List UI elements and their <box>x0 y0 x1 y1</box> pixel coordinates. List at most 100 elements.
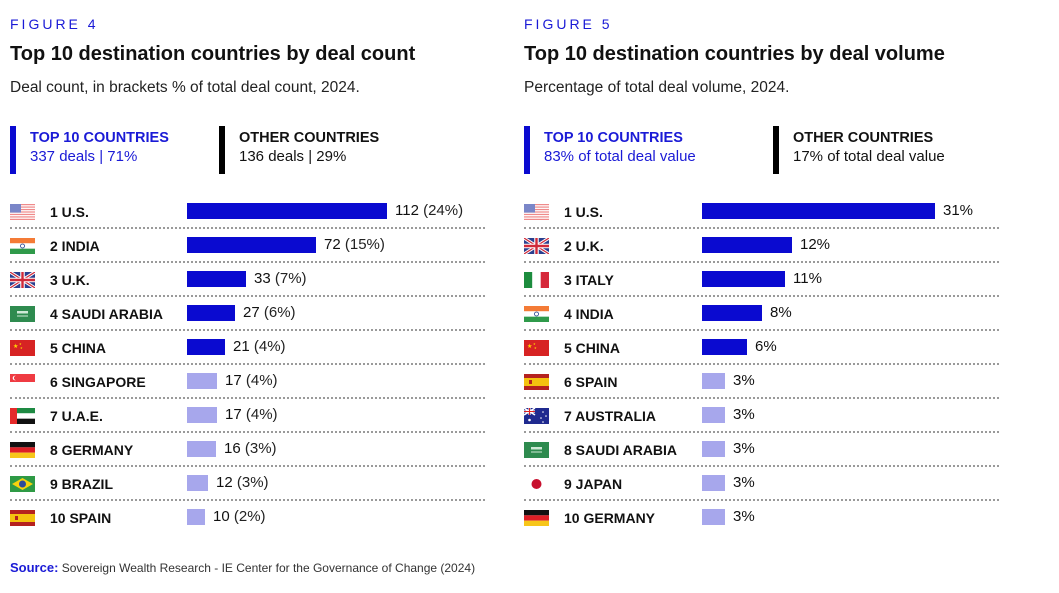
chart-title: Top 10 destination countries by deal cou… <box>10 43 415 66</box>
spain-flag-icon <box>524 374 549 390</box>
percent-label: (3%) <box>237 474 269 491</box>
category-label: 7 U.A.E. <box>50 408 103 424</box>
summary-other: OTHER COUNTRIES 17% of total deal value <box>773 126 945 174</box>
brazil-flag-icon <box>10 476 35 492</box>
svg-text:★: ★ <box>534 346 537 350</box>
bar-row: 2 INDIA 72 (15%) <box>10 229 485 263</box>
bar <box>702 509 725 525</box>
chart-title: Top 10 destination countries by deal vol… <box>524 43 945 66</box>
category-label: 4 SAUDI ARABIA <box>50 306 163 322</box>
category-label: 9 JAPAN <box>564 476 622 492</box>
bar-row: ★ ★ ★ 5 CHINA 21 (4%) <box>10 331 485 365</box>
category-label: 8 SAUDI ARABIA <box>564 442 677 458</box>
bar <box>187 407 217 423</box>
data-label: 3% <box>733 508 755 525</box>
source-text: Sovereign Wealth Research - IE Center fo… <box>58 561 475 575</box>
bar-row: 7 AUSTRALIA 3% <box>524 399 999 433</box>
category-label: 8 GERMANY <box>50 442 133 458</box>
bar <box>187 441 216 457</box>
data-label: 3% <box>733 474 755 491</box>
category-label: 6 SINGAPORE <box>50 374 146 390</box>
data-label: 27 (6%) <box>243 304 296 321</box>
bar-row: 6 SPAIN 3% <box>524 365 999 399</box>
summary-top-10: TOP 10 COUNTRIES 83% of total deal value <box>524 126 696 174</box>
category-label: 3 U.K. <box>50 272 90 288</box>
bar-row: 8 GERMANY 16 (3%) <box>10 433 485 467</box>
svg-text:★: ★ <box>527 343 532 350</box>
summary-value: 17% of total deal value <box>793 148 945 165</box>
category-label: 7 AUSTRALIA <box>564 408 656 424</box>
bar-row: 8 SAUDI ARABIA 3% <box>524 433 999 467</box>
category-label: 1 U.S. <box>50 204 89 220</box>
value-label: 27 <box>243 304 260 321</box>
uae-flag-icon <box>10 408 35 424</box>
category-label: 5 CHINA <box>564 340 620 356</box>
data-label: 3% <box>733 372 755 389</box>
data-label: 72 (15%) <box>324 236 385 253</box>
value-label: 17 <box>225 372 242 389</box>
summary-heading: TOP 10 COUNTRIES <box>30 130 169 146</box>
saudi-arabia-flag-icon <box>10 306 35 322</box>
us-flag-icon <box>10 204 35 220</box>
value-label: 112 <box>395 202 419 219</box>
percent-label: (7%) <box>275 270 307 287</box>
category-label: 3 ITALY <box>564 272 614 288</box>
value-label: 3% <box>733 440 755 457</box>
bar <box>187 237 316 253</box>
data-label: 17 (4%) <box>225 372 278 389</box>
data-label: 21 (4%) <box>233 338 286 355</box>
category-label: 4 INDIA <box>564 306 614 322</box>
svg-text:★: ★ <box>13 343 18 350</box>
chart-subtitle: Percentage of total deal volume, 2024. <box>524 79 789 97</box>
bar-row: 6 SINGAPORE 17 (4%) <box>10 365 485 399</box>
bar <box>187 475 208 491</box>
category-label: 2 U.K. <box>564 238 604 254</box>
summary-top-10: TOP 10 COUNTRIES 337 deals | 71% <box>10 126 169 174</box>
bar-row: 9 BRAZIL 12 (3%) <box>10 467 485 501</box>
bar-row: 4 SAUDI ARABIA 27 (6%) <box>10 297 485 331</box>
uk-flag-icon <box>524 238 549 254</box>
bar <box>702 373 725 389</box>
summary-heading: OTHER COUNTRIES <box>239 130 379 146</box>
germany-flag-icon <box>524 510 549 526</box>
figure-label: FIGURE 5 <box>524 16 613 32</box>
category-label: 10 GERMANY <box>564 510 655 526</box>
bar-row: 4 INDIA 8% <box>524 297 999 331</box>
value-label: 10 <box>213 508 230 525</box>
value-label: 3% <box>733 474 755 491</box>
value-label: 16 <box>224 440 241 457</box>
bar <box>702 237 792 253</box>
value-label: 6% <box>755 338 777 355</box>
bar-row: 3 U.K. 33 (7%) <box>10 263 485 297</box>
bar-row: 9 JAPAN 3% <box>524 467 999 501</box>
data-label: 8% <box>770 304 792 321</box>
bar-rows: 1 U.S. 112 (24%) 2 INDIA 72 (15%) 3 U.K. 33 (… <box>10 195 485 535</box>
percent-label: (15%) <box>345 236 385 253</box>
category-label: 6 SPAIN <box>564 374 617 390</box>
australia-flag-icon <box>524 408 549 424</box>
value-label: 21 <box>233 338 250 355</box>
japan-flag-icon <box>524 476 549 492</box>
percent-label: (2%) <box>234 508 266 525</box>
summary-heading: TOP 10 COUNTRIES <box>544 130 696 146</box>
data-label: 33 (7%) <box>254 270 307 287</box>
value-label: 3% <box>733 406 755 423</box>
category-label: 1 U.S. <box>564 204 603 220</box>
bar-row: 10 GERMANY 3% <box>524 501 999 535</box>
percent-label: (24%) <box>423 202 463 219</box>
category-label: 2 INDIA <box>50 238 100 254</box>
data-label: 112 (24%) <box>395 202 463 219</box>
data-label: 12% <box>800 236 830 253</box>
value-label: 3% <box>733 372 755 389</box>
bar-row: ★ ★ ★ 5 CHINA 6% <box>524 331 999 365</box>
bar <box>702 475 725 491</box>
bar <box>187 339 225 355</box>
bar-row: 10 SPAIN 10 (2%) <box>10 501 485 535</box>
data-label: 17 (4%) <box>225 406 278 423</box>
bar <box>187 271 246 287</box>
category-label: 5 CHINA <box>50 340 106 356</box>
percent-label: (4%) <box>254 338 286 355</box>
bar-row: 1 U.S. 112 (24%) <box>10 195 485 229</box>
germany-flag-icon <box>10 442 35 458</box>
value-label: 12% <box>800 236 830 253</box>
